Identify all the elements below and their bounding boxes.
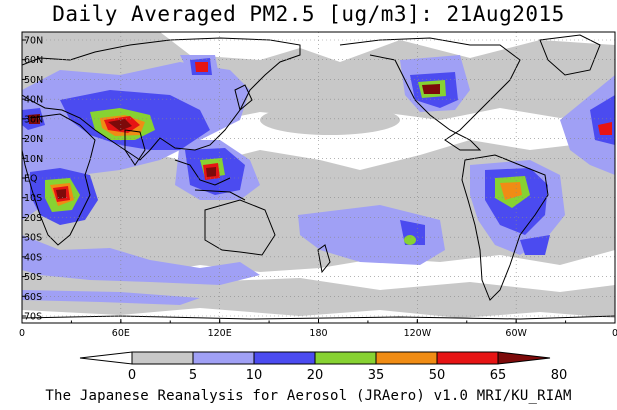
colorbar-segment — [497, 351, 551, 365]
colorbar-segment — [79, 351, 133, 365]
lat-label: 30S — [24, 233, 42, 244]
concentration-field — [22, 32, 615, 320]
lat-label: 70N — [24, 36, 43, 47]
lat-label: 50N — [24, 75, 43, 86]
colorbar-label: 80 — [551, 368, 568, 383]
lon-axis: 0 60E 120E 180 120W 60W 0 — [19, 319, 617, 339]
lat-label: 10N — [24, 154, 43, 165]
colorbar-label: 20 — [307, 368, 324, 383]
lon-label: 60W — [505, 328, 527, 339]
colorbar-label: 65 — [490, 368, 507, 383]
lon-label: 120W — [404, 328, 432, 339]
pm25-level-above-80 — [28, 84, 440, 199]
colorbar-label: 50 — [429, 368, 446, 383]
lat-label: 70S — [24, 312, 42, 323]
colorbar-label: 0 — [128, 368, 136, 383]
lon-label: 60E — [112, 328, 130, 339]
colorbar-segment — [375, 351, 438, 365]
lon-label: 0 — [19, 328, 25, 339]
colorbar-label: 10 — [246, 368, 263, 383]
colorbar-segment — [131, 351, 194, 365]
lat-label: 30N — [24, 114, 43, 125]
colorbar-label: 5 — [189, 368, 197, 383]
lat-label: 40S — [24, 252, 42, 263]
colorbar-segment — [314, 351, 377, 365]
colorbar-segment — [436, 351, 499, 365]
coastlines — [22, 34, 615, 320]
lon-label: 0 — [612, 328, 617, 339]
credit-line: The Japanese Reanalysis for Aerosol (JRA… — [45, 388, 572, 404]
colorbar-segment — [192, 351, 255, 365]
gridlines — [22, 32, 615, 323]
lat-axis: 70N 60N 50N 40N 30N 20N 10N EQ 10S 20S 30S 40S 50S 60… — [22, 36, 43, 323]
lat-label: EQ — [24, 174, 37, 185]
map-title: Daily Averaged PM2.5 [ug/m3]: 21Aug2015 — [52, 2, 565, 26]
lat-label: 60S — [24, 292, 42, 303]
colorbar-segment — [253, 351, 316, 365]
lat-label: 60N — [24, 55, 43, 66]
lat-label: 40N — [24, 95, 43, 106]
lat-label: 10S — [24, 193, 42, 204]
lon-label: 180 — [309, 328, 327, 339]
lat-label: 20S — [24, 213, 42, 224]
lat-label: 20N — [24, 134, 43, 145]
colorbar: 0 5 10 20 35 50 65 80 — [79, 351, 568, 383]
lon-label: 120E — [208, 328, 232, 339]
colorbar-label: 35 — [368, 368, 385, 383]
lat-label: 50S — [24, 272, 42, 283]
